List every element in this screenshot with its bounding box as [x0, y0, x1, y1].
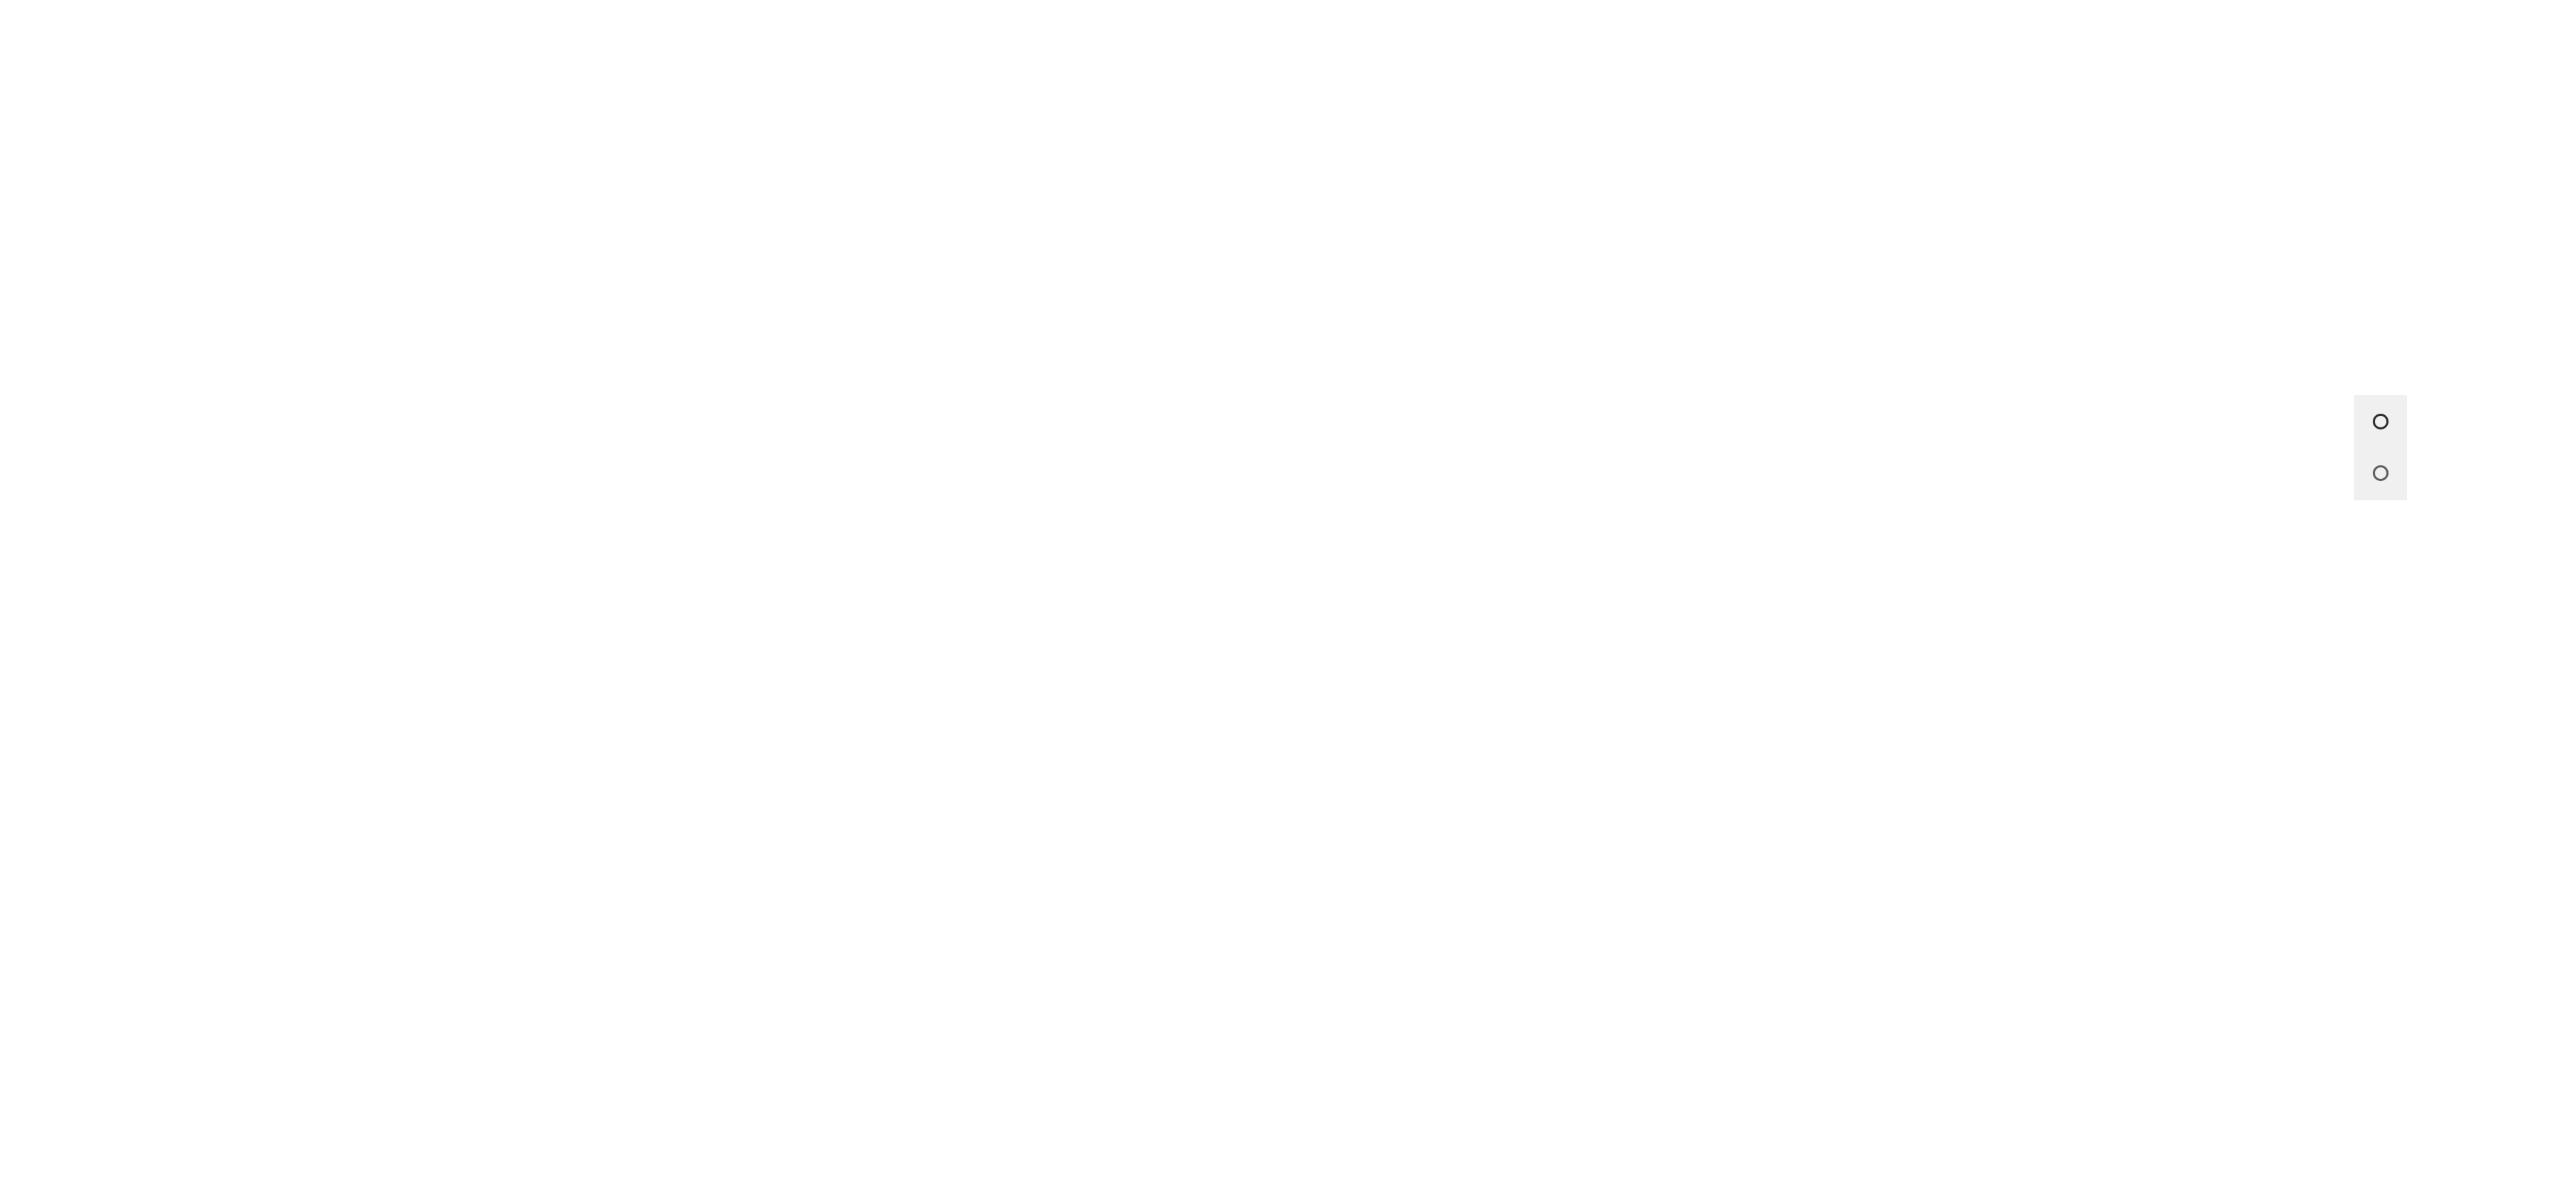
legend-down-dot-icon [2373, 414, 2389, 429]
legend-none-dot-icon [2373, 465, 2389, 481]
legend-key-panel [2354, 395, 2407, 500]
